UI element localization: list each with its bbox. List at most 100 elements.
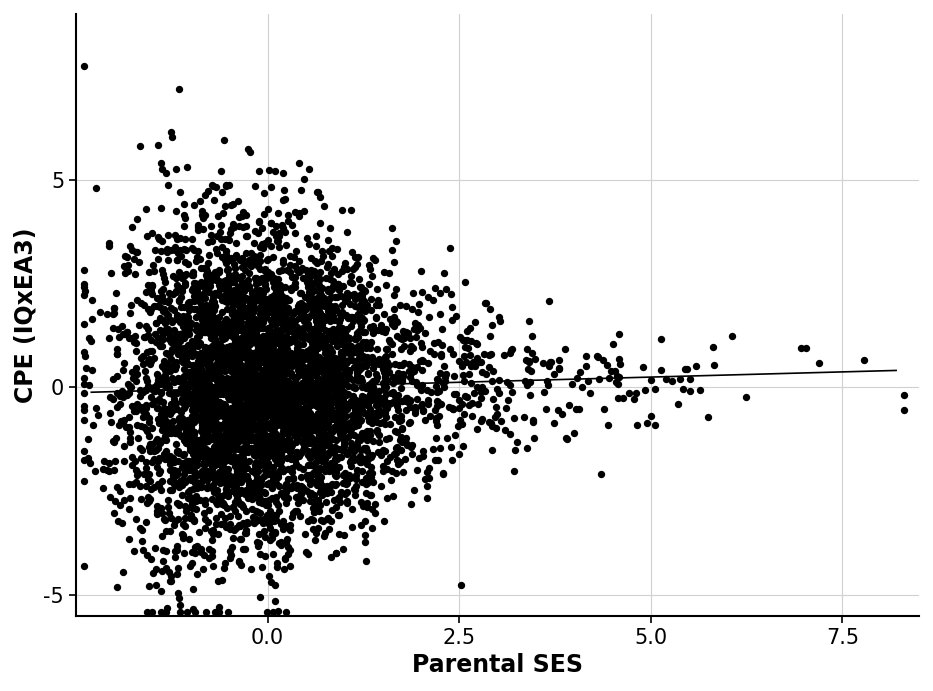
Point [311,342,326,353]
Point [255,459,270,470]
Point [243,370,258,381]
Point [299,366,314,377]
Point [209,328,224,339]
Point [210,475,225,486]
Point [318,482,333,493]
Point [456,334,471,345]
Point [304,368,319,379]
Point [314,375,329,386]
Point [386,312,401,323]
Point [219,451,234,462]
Point [214,364,229,375]
Point [164,576,179,587]
Point [390,330,405,341]
Point [272,308,287,319]
Point [144,303,159,314]
Point [252,263,267,274]
Point [356,408,371,419]
Point [285,386,299,397]
Point [291,359,306,370]
Point [190,390,205,401]
Point [162,405,177,416]
Point [306,395,321,406]
Point [359,435,374,446]
Point [176,271,191,282]
Point [193,399,208,410]
Point [202,359,217,370]
Point [188,606,202,617]
Point [250,412,265,423]
Point [253,460,268,471]
Point [154,425,169,436]
Point [363,429,378,440]
Point [449,389,464,400]
Point [307,277,322,288]
Point [226,276,241,287]
Point [187,439,202,451]
Point [185,284,200,295]
Point [346,451,361,462]
Point [153,324,168,335]
Point [303,394,318,405]
Point [198,310,213,321]
Point [312,435,327,446]
Point [383,418,397,429]
Point [329,548,344,559]
Point [244,465,259,476]
Point [536,386,551,397]
Point [340,486,355,498]
Point [380,344,395,355]
Point [189,373,204,384]
Point [216,385,231,396]
Point [288,451,303,462]
Point [141,279,156,290]
Point [208,496,223,507]
Point [197,508,212,519]
Point [202,249,216,261]
Point [292,351,307,362]
Point [315,427,330,438]
Point [282,358,297,369]
Point [336,395,351,406]
Point [200,475,215,486]
Point [400,397,415,408]
Point [249,357,264,368]
Point [313,357,328,368]
Point [255,239,270,250]
Point [328,408,343,419]
Point [183,492,198,503]
Point [77,350,92,361]
Point [251,417,266,428]
Point [273,350,288,361]
Point [259,449,274,460]
Point [247,238,262,249]
Point [232,333,247,344]
Point [312,505,327,516]
Point [388,442,403,453]
Point [401,418,416,429]
Point [248,315,263,326]
Point [309,379,324,390]
Point [185,497,200,508]
Point [297,332,312,343]
Point [327,314,341,325]
Point [270,561,285,572]
Point [217,463,232,474]
Point [169,163,184,174]
Point [364,270,379,281]
Point [245,252,260,263]
Point [456,334,471,346]
Point [246,512,261,523]
Point [311,427,326,438]
Point [322,466,337,477]
Point [133,298,148,309]
Point [255,401,270,412]
Point [305,354,320,365]
Point [163,354,178,365]
Point [240,375,255,386]
Point [225,377,240,388]
Point [209,455,224,466]
Point [136,422,151,433]
Point [284,285,299,296]
Point [658,374,673,385]
